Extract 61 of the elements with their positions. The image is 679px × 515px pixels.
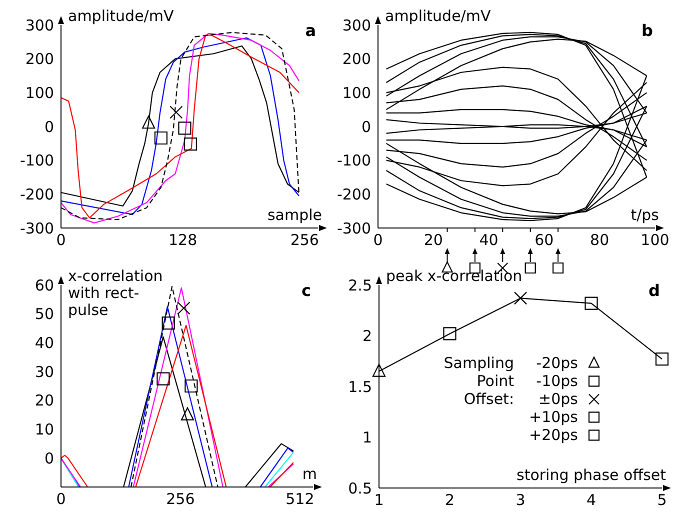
x-tick-label: 80 xyxy=(590,231,610,249)
x-axis-title: t/ps xyxy=(630,206,660,224)
x-tick-label: 256 xyxy=(290,231,319,249)
y-tick-label: -100 xyxy=(20,152,54,170)
y-tick-label: -300 xyxy=(336,219,371,238)
y-tick-label: -300 xyxy=(20,219,54,238)
y-tick-label: 0 xyxy=(361,118,371,136)
y-tick-label: -200 xyxy=(336,185,371,204)
x-axis-title: m xyxy=(302,465,317,483)
x-tick-label: 60 xyxy=(534,231,554,249)
y-tick-label: 0 xyxy=(44,449,54,468)
x-tick-label: 40 xyxy=(479,231,498,249)
x-tick-label: 2 xyxy=(444,491,455,509)
y-tick-label: 1 xyxy=(362,428,372,446)
y-tick-label: 200 xyxy=(25,50,54,68)
x-tick-label: 0 xyxy=(56,490,66,508)
y-axis-title: x-correlation with rect- pulse xyxy=(68,267,163,319)
y-tick-label: 0 xyxy=(44,118,54,136)
legend-label: ±0ps xyxy=(538,390,578,408)
x-tick-label: 1 xyxy=(374,491,384,509)
y-tick-label: -200 xyxy=(20,185,54,204)
y-tick-label: 50 xyxy=(34,305,54,324)
legend-label: +10ps xyxy=(529,408,578,426)
y-tick-label: 300 xyxy=(25,16,54,34)
y-tick-label: 0.5 xyxy=(348,479,372,498)
x-tick-label: 512 xyxy=(286,490,314,508)
chart-title: c xyxy=(302,281,311,300)
y-tick-label: 1.5 xyxy=(348,378,372,396)
y-tick-label: 20 xyxy=(34,392,54,410)
y-tick-label: 40 xyxy=(34,334,54,352)
x-tick-label: 3 xyxy=(516,491,526,509)
y-axis-title: peak x-correlation xyxy=(386,267,522,285)
x-tick-label: 128 xyxy=(168,231,198,249)
x-tick-label: 20 xyxy=(424,231,443,249)
x-tick-label: 5 xyxy=(657,491,667,509)
x-tick-label: 100 xyxy=(640,231,670,249)
y-tick-label: 10 xyxy=(34,420,54,439)
x-axis-title: storing phase offset xyxy=(516,466,666,484)
chart-title: d xyxy=(648,281,660,300)
chart-title: b xyxy=(642,21,653,40)
y-tick-label: 2.5 xyxy=(348,276,372,294)
legend-label: -10ps xyxy=(536,372,578,390)
x-tick-label: 0 xyxy=(56,231,66,249)
y-axis-title: amplitude/mV xyxy=(68,7,174,25)
y-tick-label: 100 xyxy=(342,84,371,102)
y-tick-label: 300 xyxy=(342,16,371,34)
y-tick-label: 200 xyxy=(342,50,371,68)
x-tick-label: 0 xyxy=(373,231,383,249)
y-tick-label: 60 xyxy=(34,276,54,294)
y-tick-label: 2 xyxy=(362,327,372,345)
y-tick-label: -100 xyxy=(336,152,371,170)
x-tick-label: 4 xyxy=(586,491,596,509)
x-tick-label: 256 xyxy=(166,490,195,508)
y-axis-title: amplitude/mV xyxy=(385,7,492,25)
y-tick-label: 100 xyxy=(25,84,54,102)
legend-label: -20ps xyxy=(536,354,578,372)
legend-title: Sampling Point Offset: xyxy=(444,354,514,408)
chart-title: a xyxy=(305,21,316,40)
x-axis-title: sample xyxy=(267,206,322,224)
y-tick-label: 30 xyxy=(34,362,54,381)
legend-label: +20ps xyxy=(529,426,578,444)
